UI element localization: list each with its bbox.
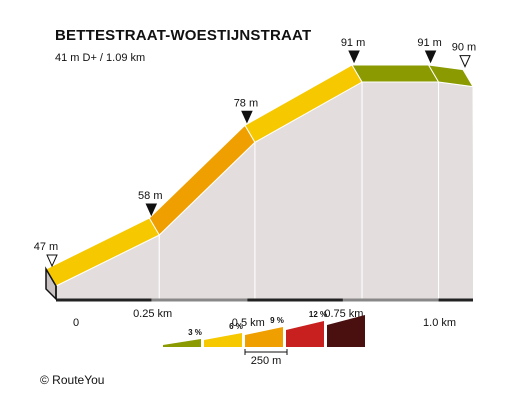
legend-swatch	[286, 321, 324, 347]
profile-top-band	[427, 64, 474, 88]
elevation-label: 90 m	[452, 42, 476, 54]
filled-triangle-marker	[348, 50, 360, 64]
chart-subtitle: 41 m D+ / 1.09 km	[55, 52, 146, 64]
profile-front-face	[45, 266, 57, 301]
chart-title: BETTESTRAAT-WOESTIJNSTRAAT	[55, 27, 312, 44]
elevation-markers: 47 m 58 m 78 m 91 m 91 m 90 m	[34, 37, 476, 268]
profile-side-segment	[438, 81, 474, 300]
x-tick-label: 0.75 km	[324, 308, 363, 320]
legend-label: 3 %	[188, 328, 202, 337]
filled-triangle-marker	[424, 50, 437, 64]
legend-label: 6 %	[229, 322, 243, 331]
legend-swatch	[163, 339, 201, 347]
legend-swatch	[327, 315, 365, 347]
elevation-label: 91 m	[417, 37, 441, 49]
legend-scale-label: 250 m	[251, 355, 282, 367]
filled-triangle-marker	[145, 203, 158, 217]
credit-text: © RouteYou	[40, 373, 105, 387]
profile-end-face	[472, 86, 473, 300]
profile-top-band	[351, 64, 440, 83]
legend-label: 12 %	[309, 310, 327, 319]
x-tick-label: 0	[73, 317, 79, 329]
x-tick-label: 0.25 km	[133, 308, 172, 320]
x-tick-label: 0.5 km	[232, 317, 265, 329]
elevation-label: 47 m	[34, 241, 58, 253]
elevation-label: 91 m	[341, 37, 365, 49]
legend-swatch	[204, 333, 242, 347]
open-triangle-marker	[46, 254, 58, 268]
profile-side-faces	[55, 81, 474, 300]
filled-triangle-marker	[241, 110, 253, 124]
x-tick-label: 1.0 km	[423, 317, 456, 329]
open-triangle-marker	[459, 55, 471, 68]
elevation-label: 58 m	[138, 190, 162, 202]
gradient-legend: 3 % 6 % 9 % 12 % 250 m	[163, 310, 365, 367]
profile-side-segment	[361, 81, 440, 300]
x-axis: 0 0.25 km 0.5 km 0.75 km 1.0 km	[56, 298, 473, 329]
elevation-label: 78 m	[234, 97, 258, 109]
legend-swatch	[245, 327, 283, 347]
profile-top-bands	[45, 64, 474, 287]
legend-label: 9 %	[270, 316, 284, 325]
